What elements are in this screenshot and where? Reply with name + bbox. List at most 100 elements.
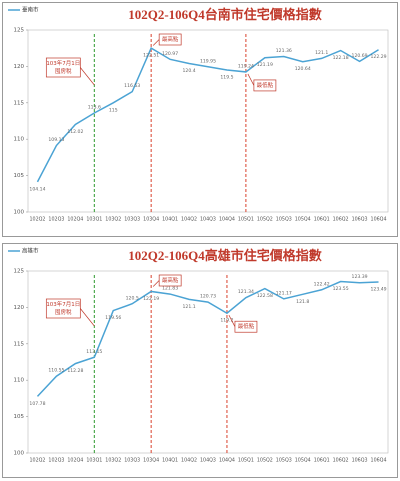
data-label: 113.15: [86, 349, 102, 355]
x-tick-label: 103Q3: [124, 217, 140, 223]
y-tick-label: 100: [14, 210, 25, 216]
data-label: 120.4: [182, 68, 195, 74]
annotation-text: 最低點: [257, 81, 274, 89]
data-label: 115: [109, 107, 118, 113]
x-tick-label: 104Q3: [200, 458, 216, 464]
annotation-pointer: [228, 315, 236, 327]
x-tick-label: 104Q3: [200, 217, 216, 223]
x-tick-label: 102Q3: [48, 458, 64, 464]
y-tick-label: 105: [14, 414, 25, 420]
legend-label: 高雄市: [22, 247, 39, 255]
x-tick-label: 106Q3: [352, 217, 368, 223]
data-label: 122.19: [143, 296, 159, 302]
annotation-box: [253, 79, 277, 92]
data-label: 123.49: [370, 286, 386, 292]
y-tick-label: 115: [14, 341, 25, 347]
annotation-box: [234, 320, 258, 333]
data-label: 122.29: [370, 54, 386, 60]
x-tick-label: 103Q4: [143, 458, 159, 464]
x-tick-label: 106Q1: [314, 217, 330, 223]
x-tick-label: 105Q3: [276, 458, 292, 464]
plot-area: [27, 29, 389, 213]
annotation-pointer: [80, 67, 95, 86]
data-label: 104.14: [29, 186, 45, 192]
x-tick-label: 106Q4: [371, 217, 387, 223]
series-line: [36, 47, 379, 183]
x-tick-label: 102Q4: [67, 217, 83, 223]
x-tick-label: 106Q2: [333, 458, 349, 464]
data-label: 120.5: [126, 295, 139, 301]
x-tick-label: 102Q2: [29, 217, 45, 223]
x-tick-label: 105Q1: [238, 458, 254, 464]
data-label: 119.24: [238, 63, 254, 69]
annotation-text: 囤房稅: [55, 308, 72, 316]
legend-label: 臺南市: [22, 6, 39, 14]
x-tick-label: 105Q3: [276, 217, 292, 223]
annotation-box: [45, 57, 81, 78]
x-tick-label: 105Q2: [257, 458, 273, 464]
data-label: 121.17: [276, 290, 292, 296]
series-line: [36, 280, 379, 397]
x-tick-label: 102Q2: [29, 458, 45, 464]
data-label: 122.42: [314, 281, 330, 287]
panel-border: [2, 2, 398, 237]
x-tick-label: 105Q4: [295, 458, 311, 464]
annotation-text: 最高點: [162, 35, 179, 43]
x-tick-label: 106Q1: [314, 458, 330, 464]
data-label: 122.51: [143, 53, 159, 59]
data-label: 120.73: [200, 294, 216, 300]
chart-panel: 102Q2-106Q4高雄市住宅價格指數 100 105 110 115 120 125 10…: [2, 243, 398, 478]
y-tick-label: 120: [14, 305, 25, 311]
y-tick-label: 110: [14, 137, 25, 143]
annotation-box: [45, 298, 81, 319]
data-label: 120.69: [352, 53, 368, 59]
data-label: 121.1: [182, 304, 195, 310]
chart-title: 102Q2-106Q4台南市住宅價格指數: [128, 7, 322, 22]
x-tick-label: 103Q4: [143, 217, 159, 223]
x-tick-label: 106Q3: [352, 458, 368, 464]
data-label: 120.64: [295, 66, 311, 72]
x-tick-label: 102Q4: [67, 458, 83, 464]
x-tick-label: 103Q3: [124, 458, 140, 464]
x-tick-label: 106Q4: [371, 458, 387, 464]
annotation-box: [158, 33, 182, 46]
data-label: 121.1: [315, 50, 328, 56]
y-tick-label: 110: [14, 378, 25, 384]
data-label: 119.95: [200, 58, 216, 64]
x-tick-label: 105Q4: [295, 217, 311, 223]
annotation-text: 最高點: [162, 276, 179, 284]
annotation-text: 103年7月1日: [46, 300, 80, 308]
annotation-pointer: [80, 308, 95, 327]
data-label: 121.36: [276, 48, 292, 54]
x-tick-label: 103Q2: [105, 458, 121, 464]
data-label: 121.8: [296, 299, 309, 305]
x-tick-label: 104Q4: [219, 217, 235, 223]
x-tick-label: 104Q1: [162, 458, 178, 464]
data-label: 121.19: [257, 62, 273, 68]
data-label: 112.02: [67, 129, 83, 135]
data-label: 122.58: [257, 293, 273, 299]
data-label: 119.56: [105, 315, 121, 321]
x-tick-label: 104Q4: [219, 458, 235, 464]
data-label: 123.55: [333, 286, 349, 292]
annotation-text: 103年7月1日: [46, 59, 80, 67]
data-label: 107.78: [29, 401, 45, 407]
data-label: 120.97: [162, 51, 178, 57]
x-tick-label: 105Q2: [257, 217, 273, 223]
x-tick-label: 106Q2: [333, 217, 349, 223]
x-tick-label: 105Q1: [238, 217, 254, 223]
x-tick-label: 102Q3: [48, 217, 64, 223]
data-label: 109.13: [48, 137, 64, 143]
data-label: 119.2: [220, 318, 233, 324]
x-tick-label: 103Q1: [86, 458, 102, 464]
data-label: 119.5: [220, 75, 233, 81]
chart-title: 102Q2-106Q4高雄市住宅價格指數: [128, 248, 322, 263]
data-label: 121.34: [238, 289, 254, 295]
x-tick-label: 104Q2: [181, 458, 197, 464]
data-label: 121.83: [162, 286, 178, 292]
data-label: 113.6: [88, 104, 101, 110]
y-tick-label: 105: [14, 173, 25, 179]
data-label: 110.55: [48, 368, 64, 374]
data-label: 122.18: [333, 55, 349, 61]
